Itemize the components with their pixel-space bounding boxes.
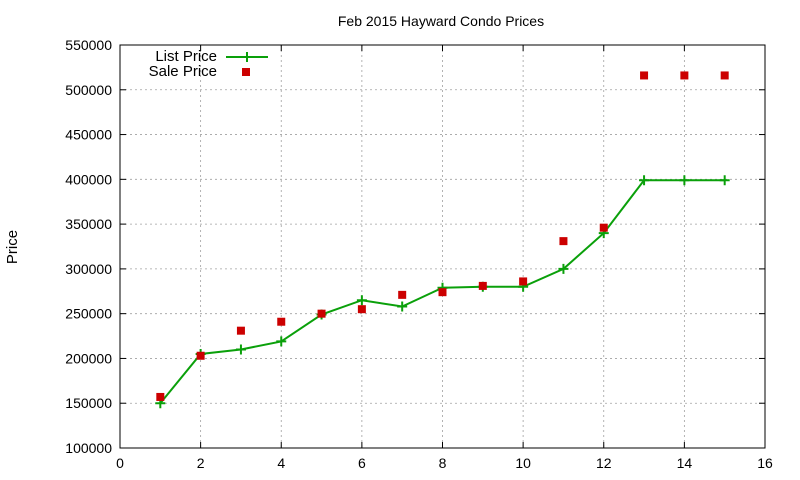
sale-price-point bbox=[519, 277, 528, 286]
plot-frame bbox=[119, 44, 766, 449]
sale-price-point bbox=[438, 288, 447, 297]
x-tick-label: 14 bbox=[677, 455, 693, 471]
sale-price-point bbox=[196, 351, 205, 360]
y-tick-label: 100000 bbox=[65, 440, 112, 456]
y-tick-label: 200000 bbox=[65, 350, 112, 366]
sale-price-point bbox=[720, 71, 729, 80]
x-tick-label: 0 bbox=[116, 455, 124, 471]
sale-price-point bbox=[559, 237, 568, 246]
x-tick-label: 4 bbox=[277, 455, 285, 471]
axis-ticks: 100000 150000 200000 250000 300000 350000 4000… bbox=[65, 37, 773, 471]
sale-price-point bbox=[680, 71, 689, 80]
x-tick-label: 12 bbox=[596, 455, 612, 471]
x-tick-label: 10 bbox=[515, 455, 531, 471]
list-price-point bbox=[719, 175, 730, 186]
grid-lines bbox=[120, 45, 765, 448]
legend: List Price Sale Price bbox=[149, 48, 268, 80]
sale-price-point bbox=[398, 290, 407, 299]
chart-title: Feb 2015 Hayward Condo Prices bbox=[338, 13, 544, 29]
x-tick-label: 2 bbox=[197, 455, 205, 471]
sale-price-point bbox=[640, 71, 649, 80]
x-tick-label: 8 bbox=[439, 455, 447, 471]
y-tick-label: 250000 bbox=[65, 306, 112, 322]
legend-label-list-price: List Price bbox=[155, 48, 217, 65]
list-price-point bbox=[558, 263, 569, 274]
y-tick-label: 550000 bbox=[65, 37, 112, 53]
sale-price-point bbox=[277, 317, 286, 326]
y-tick-label: 500000 bbox=[65, 82, 112, 98]
sale-price-point bbox=[599, 223, 608, 232]
y-axis-title: Price bbox=[4, 230, 21, 264]
y-tick-label: 350000 bbox=[65, 216, 112, 232]
sale-price-point bbox=[478, 281, 487, 290]
list-price-point bbox=[356, 295, 367, 306]
list-price-point bbox=[679, 175, 690, 186]
x-tick-label: 6 bbox=[358, 455, 366, 471]
y-tick-label: 450000 bbox=[65, 127, 112, 143]
legend-label-sale-price: Sale Price bbox=[149, 63, 217, 80]
sale-price-point bbox=[317, 309, 326, 318]
legend-plus-marker bbox=[242, 52, 252, 62]
y-tick-label: 150000 bbox=[65, 395, 112, 411]
plot-series bbox=[155, 71, 730, 409]
x-tick-label: 16 bbox=[757, 455, 773, 471]
list-price-point bbox=[276, 336, 287, 347]
sale-price-point bbox=[357, 305, 366, 314]
y-tick-label: 400000 bbox=[65, 171, 112, 187]
sale-price-point bbox=[156, 392, 165, 401]
list-price-point bbox=[639, 175, 650, 186]
y-tick-label: 300000 bbox=[65, 261, 112, 277]
list-price-point bbox=[397, 301, 408, 312]
legend-square-marker bbox=[242, 68, 250, 76]
sale-price-point bbox=[236, 326, 245, 335]
list-price-point bbox=[235, 344, 246, 355]
